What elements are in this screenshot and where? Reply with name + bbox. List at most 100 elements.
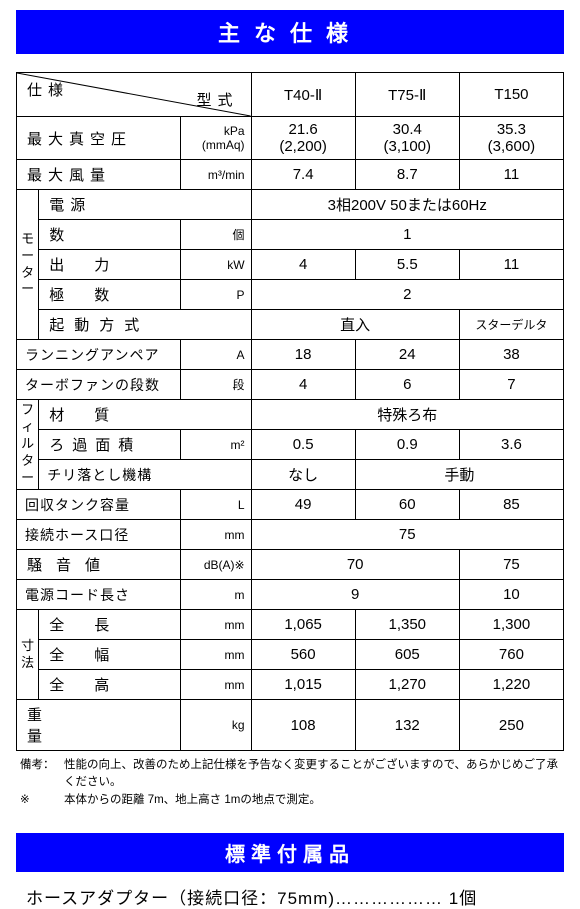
header-model-label: 型式 bbox=[197, 89, 239, 110]
row-label: 最大真空圧 bbox=[17, 117, 181, 160]
note-1: 備考： 性能の向上、改善のため上記仕様を予告なく変更することがございますので、あ… bbox=[20, 757, 560, 792]
cell: 7.4 bbox=[251, 160, 355, 190]
cell: 5.5 bbox=[355, 250, 459, 280]
cell: 38 bbox=[459, 340, 563, 370]
cell: 132 bbox=[355, 700, 459, 751]
table-row: ターボファンの段数 段 4 6 7 bbox=[17, 370, 564, 400]
row-unit: 個 bbox=[180, 220, 251, 250]
row-label: ろ過面積 bbox=[39, 430, 181, 460]
notes: 備考： 性能の向上、改善のため上記仕様を予告なく変更することがございますので、あ… bbox=[16, 757, 564, 809]
table-row: チリ落とし機構 なし 手動 bbox=[17, 460, 564, 490]
row-label: 接続ホース口径 bbox=[17, 520, 181, 550]
row-label: ターボファンの段数 bbox=[17, 370, 181, 400]
row-unit: m bbox=[180, 580, 251, 610]
row-unit: mm bbox=[180, 670, 251, 700]
cell: 1 bbox=[251, 220, 563, 250]
cell: 1,350 bbox=[355, 610, 459, 640]
cell: 1,270 bbox=[355, 670, 459, 700]
cell: スターデルタ bbox=[459, 310, 563, 340]
cell: 1,220 bbox=[459, 670, 563, 700]
row-label: 電源 bbox=[39, 190, 251, 220]
row-label: 全長 bbox=[39, 610, 181, 640]
cell: 2 bbox=[251, 280, 563, 310]
table-row: 全高 mm 1,015 1,270 1,220 bbox=[17, 670, 564, 700]
row-label: 起動方式 bbox=[39, 310, 251, 340]
row-label: 出力 bbox=[39, 250, 181, 280]
cell: 1,015 bbox=[251, 670, 355, 700]
note-1-label: 備考： bbox=[20, 757, 64, 792]
note-2-text: 本体からの距離 7m、地上高さ 1mの地点で測定。 bbox=[64, 792, 321, 809]
row-label: 数 bbox=[39, 220, 181, 250]
row-unit: mm bbox=[180, 640, 251, 670]
accessory-heading: 標準付属品 bbox=[16, 833, 564, 872]
row-unit: kg bbox=[180, 700, 251, 751]
row-label: 重量 bbox=[17, 700, 181, 751]
cell: 直入 bbox=[251, 310, 459, 340]
accessory-qty: 1個 bbox=[449, 889, 477, 908]
table-row: 最大真空圧 kPa(mmAq) 21.6(2,200) 30.4(3,100) … bbox=[17, 117, 564, 160]
cell: 特殊ろ布 bbox=[251, 400, 563, 430]
cell: 4 bbox=[251, 250, 355, 280]
cell: 8.7 bbox=[355, 160, 459, 190]
cell: 250 bbox=[459, 700, 563, 751]
cell: 9 bbox=[251, 580, 459, 610]
cell: 1,065 bbox=[251, 610, 355, 640]
row-unit: mm bbox=[180, 520, 251, 550]
row-unit: m² bbox=[180, 430, 251, 460]
cell: 10 bbox=[459, 580, 563, 610]
cell: なし bbox=[251, 460, 355, 490]
cell: 3相200V 50または60Hz bbox=[251, 190, 563, 220]
cell: 30.4(3,100) bbox=[355, 117, 459, 160]
cell: 0.5 bbox=[251, 430, 355, 460]
cell: 560 bbox=[251, 640, 355, 670]
cell: 49 bbox=[251, 490, 355, 520]
table-row: 数 個 1 bbox=[17, 220, 564, 250]
table-row: モーター 電源 3相200V 50または60Hz bbox=[17, 190, 564, 220]
note-2-label: ※ bbox=[20, 792, 64, 809]
cell: 85 bbox=[459, 490, 563, 520]
accessory-line: ホースアダプター（接続口径：75mm)……………… 1個 bbox=[16, 884, 564, 909]
cell: 18 bbox=[251, 340, 355, 370]
table-row: 起動方式 直入 スターデルタ bbox=[17, 310, 564, 340]
table-row: 重量 kg 108 132 250 bbox=[17, 700, 564, 751]
note-1-text: 性能の向上、改善のため上記仕様を予告なく変更することがございますので、あらかじめ… bbox=[64, 757, 560, 792]
row-unit: mm bbox=[180, 610, 251, 640]
model-col-1: T40-Ⅱ bbox=[251, 73, 355, 117]
cell: 760 bbox=[459, 640, 563, 670]
cell: 60 bbox=[355, 490, 459, 520]
accessory-dots: ……………… bbox=[335, 889, 443, 908]
cell: 75 bbox=[459, 550, 563, 580]
row-label: チリ落とし機構 bbox=[39, 460, 251, 490]
row-label: 電源コード長さ bbox=[17, 580, 181, 610]
row-label: 全高 bbox=[39, 670, 181, 700]
cell: 7 bbox=[459, 370, 563, 400]
table-row: 電源コード長さ m 9 10 bbox=[17, 580, 564, 610]
row-label: 全幅 bbox=[39, 640, 181, 670]
cell: 6 bbox=[355, 370, 459, 400]
cell: 1,300 bbox=[459, 610, 563, 640]
cat-dim: 寸法 bbox=[17, 610, 39, 700]
row-unit: 段 bbox=[180, 370, 251, 400]
cat-filter: フィルター bbox=[17, 400, 39, 490]
cell: 3.6 bbox=[459, 430, 563, 460]
row-label: 回収タンク容量 bbox=[17, 490, 181, 520]
row-label: 最大風量 bbox=[17, 160, 181, 190]
table-row: 仕様 型式 T40-Ⅱ T75-Ⅱ T150 bbox=[17, 73, 564, 117]
accessory-item: ホースアダプター（接続口径：75mm) bbox=[26, 889, 335, 908]
row-unit: P bbox=[180, 280, 251, 310]
row-unit: L bbox=[180, 490, 251, 520]
model-col-2: T75-Ⅱ bbox=[355, 73, 459, 117]
row-label: ランニングアンペア bbox=[17, 340, 181, 370]
cell: 24 bbox=[355, 340, 459, 370]
table-row: ランニングアンペア A 18 24 38 bbox=[17, 340, 564, 370]
cell: 0.9 bbox=[355, 430, 459, 460]
header-spec-label: 仕様 bbox=[27, 79, 69, 100]
table-row: 騒音値 dB(A)※ 70 75 bbox=[17, 550, 564, 580]
main-heading: 主な仕様 bbox=[16, 10, 564, 54]
row-unit: A bbox=[180, 340, 251, 370]
row-label: 極数 bbox=[39, 280, 181, 310]
cell: 11 bbox=[459, 250, 563, 280]
row-label: 騒音値 bbox=[17, 550, 181, 580]
cell: 手動 bbox=[355, 460, 563, 490]
cell: 605 bbox=[355, 640, 459, 670]
